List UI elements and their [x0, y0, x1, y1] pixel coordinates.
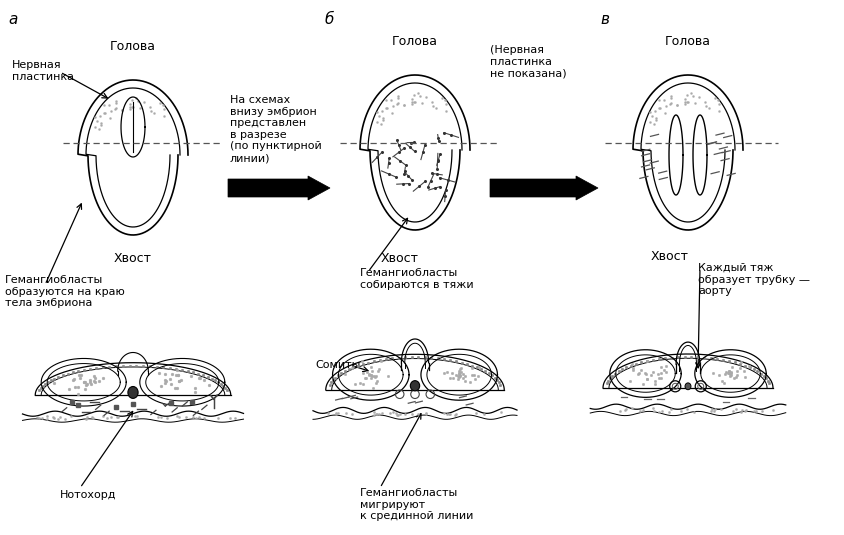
Ellipse shape — [410, 380, 419, 391]
Text: Гемангиобласты
мигрируют
к срединной линии: Гемангиобласты мигрируют к срединной лин… — [360, 488, 473, 521]
Text: Хвост: Хвост — [381, 252, 419, 265]
Text: Голова: Голова — [110, 40, 156, 53]
Text: Гемангиобласты
образуются на краю
тела эмбриона: Гемангиобласты образуются на краю тела э… — [5, 275, 125, 308]
Ellipse shape — [127, 386, 138, 399]
Text: Голова: Голова — [392, 35, 437, 48]
Text: в: в — [599, 12, 609, 27]
Text: Каждый тяж
образует трубку —
аорту: Каждый тяж образует трубку — аорту — [697, 263, 809, 296]
Polygon shape — [228, 176, 330, 200]
Text: Хвост: Хвост — [650, 250, 688, 263]
Text: а: а — [8, 12, 18, 27]
Text: Нотохорд: Нотохорд — [60, 490, 116, 500]
Text: Голова: Голова — [664, 35, 710, 48]
Text: Хвост: Хвост — [114, 252, 152, 265]
Text: Гемангиобласты
собираются в тяжи: Гемангиобласты собираются в тяжи — [360, 268, 473, 289]
Text: Сомиты: Сомиты — [315, 360, 360, 370]
Polygon shape — [490, 176, 598, 200]
Text: (Нервная
пластинка
не показана): (Нервная пластинка не показана) — [490, 45, 566, 78]
Ellipse shape — [684, 383, 690, 389]
Text: На схемах
внизу эмбрион
представлен
в разрезе
(по пунктирной
линии): На схемах внизу эмбрион представлен в ра… — [230, 95, 322, 163]
Text: б: б — [325, 12, 334, 27]
Text: Нервная
пластинка: Нервная пластинка — [12, 60, 74, 82]
